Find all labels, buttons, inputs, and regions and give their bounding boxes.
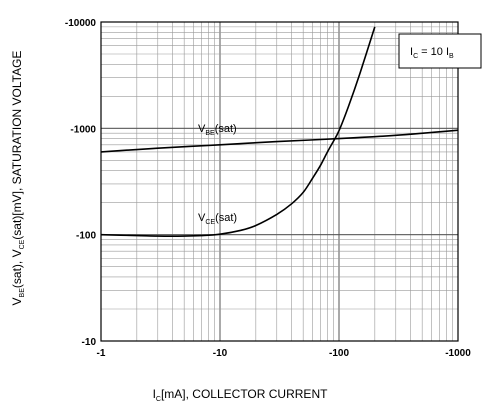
x-tick-label: -1000 xyxy=(445,348,471,359)
x-tick-label: -1 xyxy=(97,348,106,359)
y-tick-label: -10000 xyxy=(65,18,97,29)
series-line-vce-sat xyxy=(100,26,376,237)
annotation-box xyxy=(398,33,482,69)
x-axis-label: IC[mA], COLLECTOR CURRENT xyxy=(153,387,329,403)
annotation-text: IC = 10 IB xyxy=(410,46,454,60)
plot-frame xyxy=(100,21,459,342)
series-label-vbe-sat: VBE(sat) xyxy=(198,123,237,137)
y-tick-label: -1000 xyxy=(70,124,96,135)
tick-labels: -1 -10 -100 -1000-10-100-1000-10000 xyxy=(65,18,471,359)
x-tick-label: -100 xyxy=(329,348,349,359)
x-tick-label: -10 xyxy=(213,348,228,359)
grid-lines xyxy=(100,21,459,342)
y-axis-label: VBE(sat), VCE(sat)[mV], SATURATION VOLTA… xyxy=(10,51,26,306)
y-tick-label: -10 xyxy=(82,337,97,348)
series-label-vce-sat: VCE(sat) xyxy=(198,212,237,226)
y-tick-label: -100 xyxy=(76,231,96,242)
series-curves xyxy=(100,26,459,237)
series-line-vbe-sat xyxy=(100,129,459,153)
